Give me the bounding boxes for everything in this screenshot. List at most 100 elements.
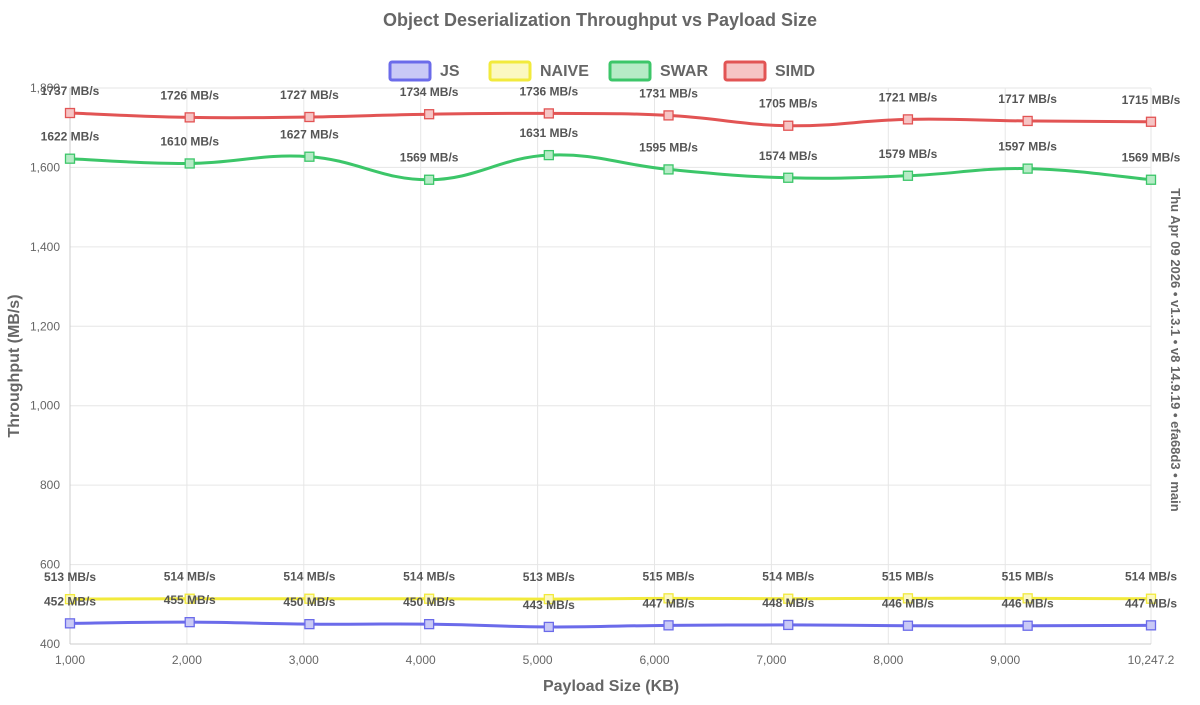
- data-label-swar: 1610 MB/s: [160, 134, 219, 148]
- data-point-simd: [1022, 115, 1033, 127]
- data-point-js: [1145, 620, 1157, 631]
- data-point-simd: [304, 111, 315, 123]
- y-tick-label: 1,800: [30, 81, 60, 95]
- data-point-simd: [184, 112, 195, 123]
- legend-label-swar: SWAR: [660, 63, 708, 80]
- data-point-simd: [1145, 116, 1157, 127]
- data-label-simd: 1731 MB/s: [639, 86, 698, 100]
- data-labels: 452 MB/s 455 MB/s 450 MB/s 450 MB/s 443 MB/s…: [41, 84, 1181, 612]
- data-label-naive: 513 MB/s: [44, 570, 96, 584]
- data-point-naive: [184, 593, 195, 604]
- data-point-simd: [423, 109, 435, 120]
- data-point-swar: [423, 174, 435, 185]
- data-point-js: [423, 618, 435, 630]
- data-point-js: [543, 621, 554, 633]
- data-point-naive: [304, 593, 315, 604]
- y-tick-label: 1,000: [30, 399, 60, 413]
- x-tick-label: 5,000: [523, 653, 553, 667]
- data-label-js: 447 MB/s: [643, 596, 695, 610]
- data-point-swar: [663, 164, 674, 175]
- data-label-swar: 1597 MB/s: [998, 140, 1057, 154]
- legend-swatch-js: [388, 60, 432, 82]
- data-point-simd: [663, 110, 674, 121]
- data-point-js: [902, 620, 914, 631]
- data-point-naive: [783, 593, 794, 604]
- data-label-simd: 1717 MB/s: [998, 92, 1057, 106]
- x-tick-label: 2,000: [172, 653, 202, 667]
- data-label-naive: 514 MB/s: [762, 570, 814, 584]
- legend-swatch-simd: [723, 60, 767, 82]
- series-line-swar: [69, 153, 1152, 182]
- x-axis-label: Payload Size (KB): [543, 678, 679, 695]
- data-point-js: [663, 620, 674, 631]
- y-tick-label: 1,400: [30, 240, 60, 254]
- data-point-naive: [1145, 593, 1157, 604]
- data-label-naive: 515 MB/s: [1002, 569, 1054, 583]
- data-label-naive: 514 MB/s: [283, 570, 335, 584]
- data-label-swar: 1574 MB/s: [759, 149, 818, 163]
- side-info-label: Thu Apr 09 2026 • v1.3.1 • v8 14.9.19 • …: [1168, 188, 1183, 511]
- x-tick-label: 7,000: [756, 653, 786, 667]
- data-label-swar: 1627 MB/s: [280, 128, 339, 142]
- data-label-naive: 515 MB/s: [882, 569, 934, 583]
- data-point-naive: [423, 593, 435, 604]
- data-label-naive: 513 MB/s: [523, 570, 575, 584]
- data-label-simd: 1726 MB/s: [160, 88, 219, 102]
- data-label-naive: 515 MB/s: [643, 569, 695, 583]
- data-point-simd: [64, 107, 76, 119]
- data-point-js: [184, 617, 195, 628]
- data-label-simd: 1705 MB/s: [759, 97, 818, 111]
- data-point-swar: [304, 151, 315, 162]
- data-label-naive: 514 MB/s: [403, 570, 455, 584]
- data-label-js: 450 MB/s: [283, 595, 335, 609]
- legend: JS NAIVE SWAR SIMD: [388, 60, 815, 82]
- legend-label-simd: SIMD: [775, 63, 815, 80]
- data-label-swar: 1595 MB/s: [639, 140, 698, 154]
- legend-label-naive: NAIVE: [540, 63, 589, 80]
- data-label-js: 452 MB/s: [44, 594, 96, 608]
- data-point-naive: [663, 593, 674, 604]
- y-tick-label: 400: [40, 637, 60, 651]
- x-tick-label: 8,000: [873, 653, 903, 667]
- x-tick-label: 4,000: [406, 653, 436, 667]
- y-tick-label: 800: [40, 478, 60, 492]
- data-label-swar: 1631 MB/s: [519, 126, 578, 140]
- data-point-naive: [1022, 593, 1033, 604]
- data-point-naive: [543, 593, 554, 605]
- data-point-js: [1022, 620, 1033, 631]
- x-tick-label: 1,000: [55, 653, 85, 667]
- y-tick-label: 1,600: [30, 160, 60, 174]
- series-line-simd: [69, 111, 1152, 128]
- data-label-swar: 1569 MB/s: [1122, 151, 1181, 165]
- data-point-simd: [543, 108, 554, 119]
- legend-swatch-naive: [488, 60, 532, 82]
- data-label-simd: 1734 MB/s: [400, 85, 459, 99]
- y-tick-label: 600: [40, 558, 60, 572]
- data-label-swar: 1622 MB/s: [41, 130, 100, 144]
- data-label-simd: 1721 MB/s: [879, 90, 938, 104]
- data-label-js: 446 MB/s: [1002, 597, 1054, 611]
- x-tick-label: 6,000: [639, 653, 669, 667]
- series-line-naive: [69, 596, 1152, 601]
- x-tick-label: 9,000: [990, 653, 1020, 667]
- data-label-swar: 1579 MB/s: [879, 147, 938, 161]
- data-point-simd: [902, 114, 914, 125]
- data-label-simd: 1715 MB/s: [1122, 93, 1181, 107]
- data-point-js: [64, 618, 76, 629]
- data-point-js: [783, 619, 794, 631]
- data-label-simd: 1727 MB/s: [280, 88, 339, 102]
- data-point-js: [304, 618, 315, 630]
- data-label-js: 450 MB/s: [403, 595, 455, 609]
- data-point-swar: [184, 158, 195, 169]
- series-lines: [64, 107, 1157, 633]
- data-label-js: 443 MB/s: [523, 598, 575, 612]
- data-point-simd: [783, 120, 794, 131]
- data-point-swar: [64, 153, 76, 164]
- y-axis-label: Throughput (MB/s): [6, 294, 23, 437]
- data-point-naive: [64, 593, 76, 605]
- data-label-naive: 514 MB/s: [1125, 570, 1177, 584]
- series-line-js: [69, 620, 1152, 629]
- y-tick-label: 1,200: [30, 319, 60, 333]
